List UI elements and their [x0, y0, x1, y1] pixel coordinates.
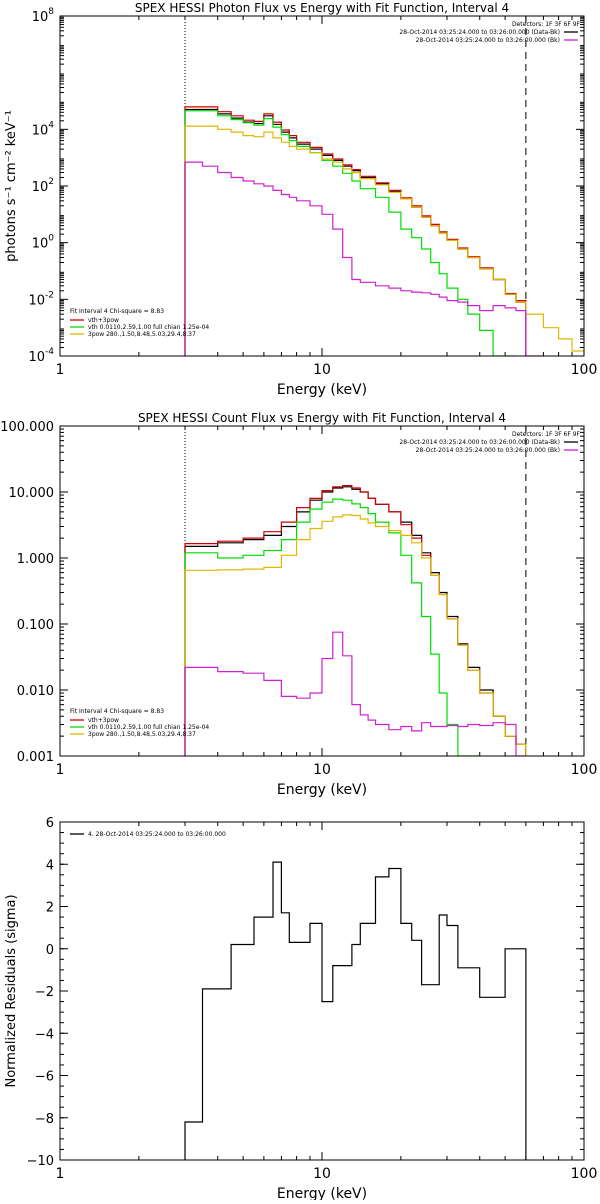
y-tick-label: 100.000	[0, 420, 54, 435]
detectors-label: Detectors: 1F 3F 6F 9F	[512, 21, 581, 28]
series-line-4	[184, 161, 544, 356]
series-group	[184, 106, 584, 356]
y-tick-label: 108	[32, 7, 55, 25]
plot-frame	[59, 425, 585, 757]
series-line-0	[184, 861, 527, 1160]
y-tick-label: −8	[35, 1112, 54, 1127]
series-line-0	[184, 108, 527, 356]
y-axis-label: photons s⁻¹ cm⁻² keV⁻¹	[4, 110, 19, 262]
fit-info-label: Fit Interval 4 Chi-square = 8.83	[70, 708, 164, 715]
chart-residuals: 1 10 100 Energy (keV) −10 −8 −6 −4 −2 0 2 4 6 Normali…	[4, 816, 598, 1202]
x-axis-label: Energy (keV)	[277, 1186, 367, 1200]
x-tick-label: 100	[571, 762, 598, 778]
y-tick-label: 10-4	[28, 347, 54, 365]
series-line-0	[184, 486, 527, 756]
y-tick-label: 1.000	[17, 552, 54, 567]
legend-bottom-text: 3pow 280.,1.50,8.48,5.03,29.4,8.37	[88, 331, 196, 338]
x-axis-label: Energy (keV)	[277, 382, 367, 398]
legend-top-text: 4. 28-Oct-2014 03:25:24.000 to 03:26:00.…	[88, 831, 226, 838]
y-tick-label: 0	[46, 943, 54, 958]
y-tick-label: 0.100	[17, 618, 54, 633]
y-tick-label: 104	[32, 120, 55, 138]
legend-top-text: 28-Oct-2014 03:25:24.000 to 03:26:00.000…	[416, 447, 560, 454]
chart-title: SPEX HESSI Photon Flux vs Energy with Fi…	[135, 1, 509, 15]
y-tick-label: 0.010	[17, 684, 54, 699]
series-group	[184, 861, 527, 1160]
y-tick-label: −4	[35, 1027, 54, 1042]
fit-info-label: Fit Interval 4 Chi-square = 8.83	[70, 308, 164, 315]
series-line-1	[184, 485, 527, 756]
series-line-1	[184, 106, 527, 356]
x-tick-label: 10	[313, 1166, 331, 1182]
chart-photon: SPEX HESSI Photon Flux vs Energy with Fi…	[4, 1, 597, 398]
series-group	[184, 485, 527, 756]
y-tick-label: 10.000	[9, 486, 55, 501]
legend-top-text: 28-Oct-2014 03:25:24.000 to 03:26:00.000…	[399, 439, 560, 446]
x-tick-label: 1	[56, 762, 65, 778]
x-tick-label: 1	[56, 362, 65, 378]
series-line-2	[184, 498, 480, 756]
y-axis-label: Normalized Residuals (sigma)	[4, 894, 19, 1087]
plot-frame	[59, 15, 585, 357]
x-tick-label: 10	[313, 362, 331, 378]
x-tick-label: 100	[571, 362, 598, 378]
chart-title: SPEX HESSI Count Flux vs Energy with Fit…	[138, 411, 506, 425]
series-line-2	[184, 110, 516, 356]
legend-top-text: 28-Oct-2014 03:25:24.000 to 03:26:00.000…	[416, 37, 560, 44]
y-tick-label: 100	[32, 234, 55, 252]
y-tick-label: 102	[32, 177, 54, 195]
series-line-3	[184, 514, 527, 756]
legend-bottom-text: 3pow 280.,1.50,8.48,5.03,29.4,8.37	[88, 731, 196, 738]
y-tick-label: 0.001	[17, 750, 54, 765]
y-tick-label: −6	[35, 1070, 54, 1085]
y-tick-label: 4	[46, 858, 54, 873]
legend-bottom-text: vth 0.0110,2.59,1.00 full chian 1.25e-04	[88, 724, 209, 731]
legend-bottom-text: vth+3pow	[88, 717, 119, 724]
legend-bottom-text: vth+3pow	[88, 317, 119, 324]
y-tick-label: 6	[46, 816, 54, 831]
legend-top-text: 28-Oct-2014 03:25:24.000 to 03:26:00.000…	[399, 29, 560, 36]
x-axis-label: Energy (keV)	[277, 782, 367, 798]
detectors-label: Detectors: 1F 3F 6F 9F	[512, 431, 581, 438]
x-tick-label: 10	[313, 762, 331, 778]
x-tick-label: 100	[571, 1166, 598, 1182]
plot-frame	[59, 821, 585, 1161]
chart-count: SPEX HESSI Count Flux vs Energy with Fit…	[0, 411, 597, 798]
series-line-4	[184, 631, 526, 756]
legend-bottom-text: vth 0.0110,2.59,1.00 full chian 1.25e-04	[88, 324, 209, 331]
x-tick-label: 1	[56, 1166, 65, 1182]
y-tick-label: −2	[35, 985, 54, 1000]
y-tick-label: 2	[46, 901, 54, 916]
series-line-3	[184, 125, 584, 356]
y-tick-label: 10-2	[28, 290, 54, 308]
y-tick-label: −10	[27, 1154, 54, 1169]
